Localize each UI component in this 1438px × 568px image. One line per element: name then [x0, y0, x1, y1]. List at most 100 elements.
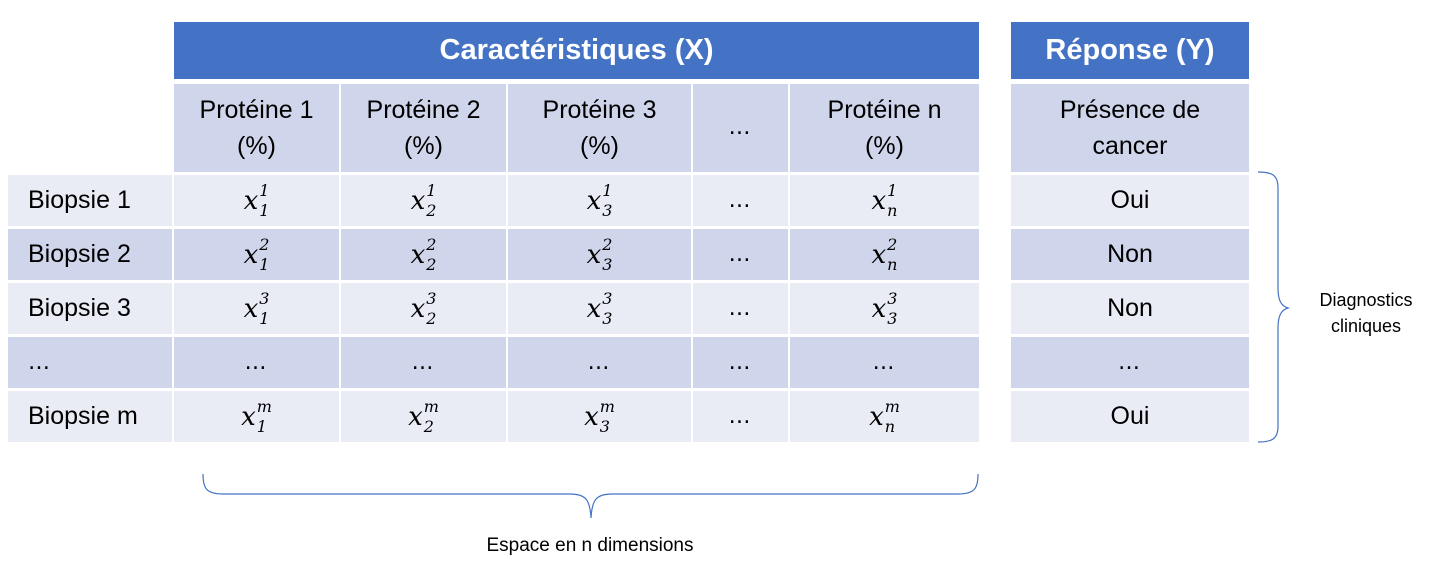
- ellipsis: …: [728, 350, 753, 375]
- response-column-header-line2: cancer: [1092, 132, 1168, 160]
- variable-base: x: [869, 401, 884, 432]
- feature-column-header-line1: Protéine 2: [366, 96, 481, 124]
- table-cell: …: [174, 337, 339, 388]
- ellipsis: …: [728, 404, 753, 429]
- subscript-feature-index: 3: [602, 200, 613, 220]
- side-annotation: Diagnostics cliniques: [1296, 287, 1436, 339]
- superscript-sample-index: 3: [602, 288, 613, 308]
- row-label: Biopsie 2: [8, 229, 172, 280]
- superscript-sample-index: 3: [426, 288, 437, 308]
- variable-base: x: [871, 293, 887, 324]
- response-column-header-line1: Présence de: [1059, 96, 1201, 124]
- subscript-feature-index: 1: [259, 200, 270, 220]
- variable-base: x: [410, 293, 426, 324]
- variable-base: x: [586, 239, 602, 270]
- superscript-sample-index: 1: [887, 180, 898, 200]
- superscript-sample-index: m: [256, 396, 272, 416]
- variable-base: x: [410, 239, 426, 270]
- table-cell: …: [508, 337, 691, 388]
- ellipsis: …: [728, 296, 753, 321]
- table-cell: …: [693, 175, 788, 226]
- feature-column-header: Protéine 1 (%): [174, 84, 339, 172]
- row-label: Biopsie m: [8, 391, 172, 442]
- response-cell: …: [1011, 337, 1249, 388]
- superscript-sample-index: m: [423, 396, 439, 416]
- side-annotation-line1: Diagnostics: [1319, 290, 1413, 310]
- table-cell: …: [693, 391, 788, 442]
- response-cell: Non: [1011, 283, 1249, 334]
- table-cell: …: [790, 337, 979, 388]
- ellipsis: …: [728, 188, 753, 213]
- ellipsis: …: [411, 350, 436, 375]
- ellipsis: …: [587, 350, 612, 375]
- superscript-sample-index: 2: [887, 234, 898, 254]
- table-cell: …: [693, 337, 788, 388]
- superscript-sample-index: m: [599, 396, 615, 416]
- subscript-feature-index: n: [887, 254, 898, 274]
- superscript-sample-index: 2: [426, 234, 437, 254]
- subscript-feature-index: 3: [602, 308, 613, 328]
- response-cell: Oui: [1011, 175, 1249, 226]
- row-label: Biopsie 3: [8, 283, 172, 334]
- feature-column-header-line2: (%): [404, 132, 443, 160]
- feature-column-header-line2: (%): [237, 132, 276, 160]
- variable-base: x: [871, 239, 887, 270]
- feature-column-header-line1: Protéine 1: [199, 96, 314, 124]
- feature-column-header-line1: …: [728, 115, 753, 140]
- variable-base: x: [586, 185, 602, 216]
- subscript-feature-index: n: [884, 416, 896, 436]
- subscript-feature-index: 2: [423, 416, 434, 436]
- feature-column-header: …: [693, 84, 788, 172]
- subscript-feature-index: 3: [602, 254, 613, 274]
- side-annotation-line2: cliniques: [1330, 316, 1402, 336]
- variable-base: x: [586, 293, 602, 324]
- ellipsis: …: [244, 350, 269, 375]
- bottom-annotation: Espace en n dimensions: [486, 535, 694, 556]
- subscript-feature-index: 1: [259, 254, 270, 274]
- feature-column-header-line1: Protéine n: [827, 96, 942, 124]
- variable-base: x: [584, 401, 599, 432]
- ellipsis: …: [728, 242, 753, 267]
- subscript-feature-index: 2: [426, 200, 437, 220]
- feature-column-header-line2: (%): [580, 132, 619, 160]
- superscript-sample-index: m: [884, 396, 900, 416]
- variable-base: x: [871, 185, 887, 216]
- subscript-feature-index: 3: [599, 416, 610, 436]
- response-column-header: Présence de cancer: [1011, 84, 1249, 172]
- variable-base: x: [241, 401, 256, 432]
- feature-column-header-line1: Protéine 3: [542, 96, 657, 124]
- superscript-sample-index: 1: [602, 180, 613, 200]
- features-header: Caractéristiques (X): [174, 22, 979, 79]
